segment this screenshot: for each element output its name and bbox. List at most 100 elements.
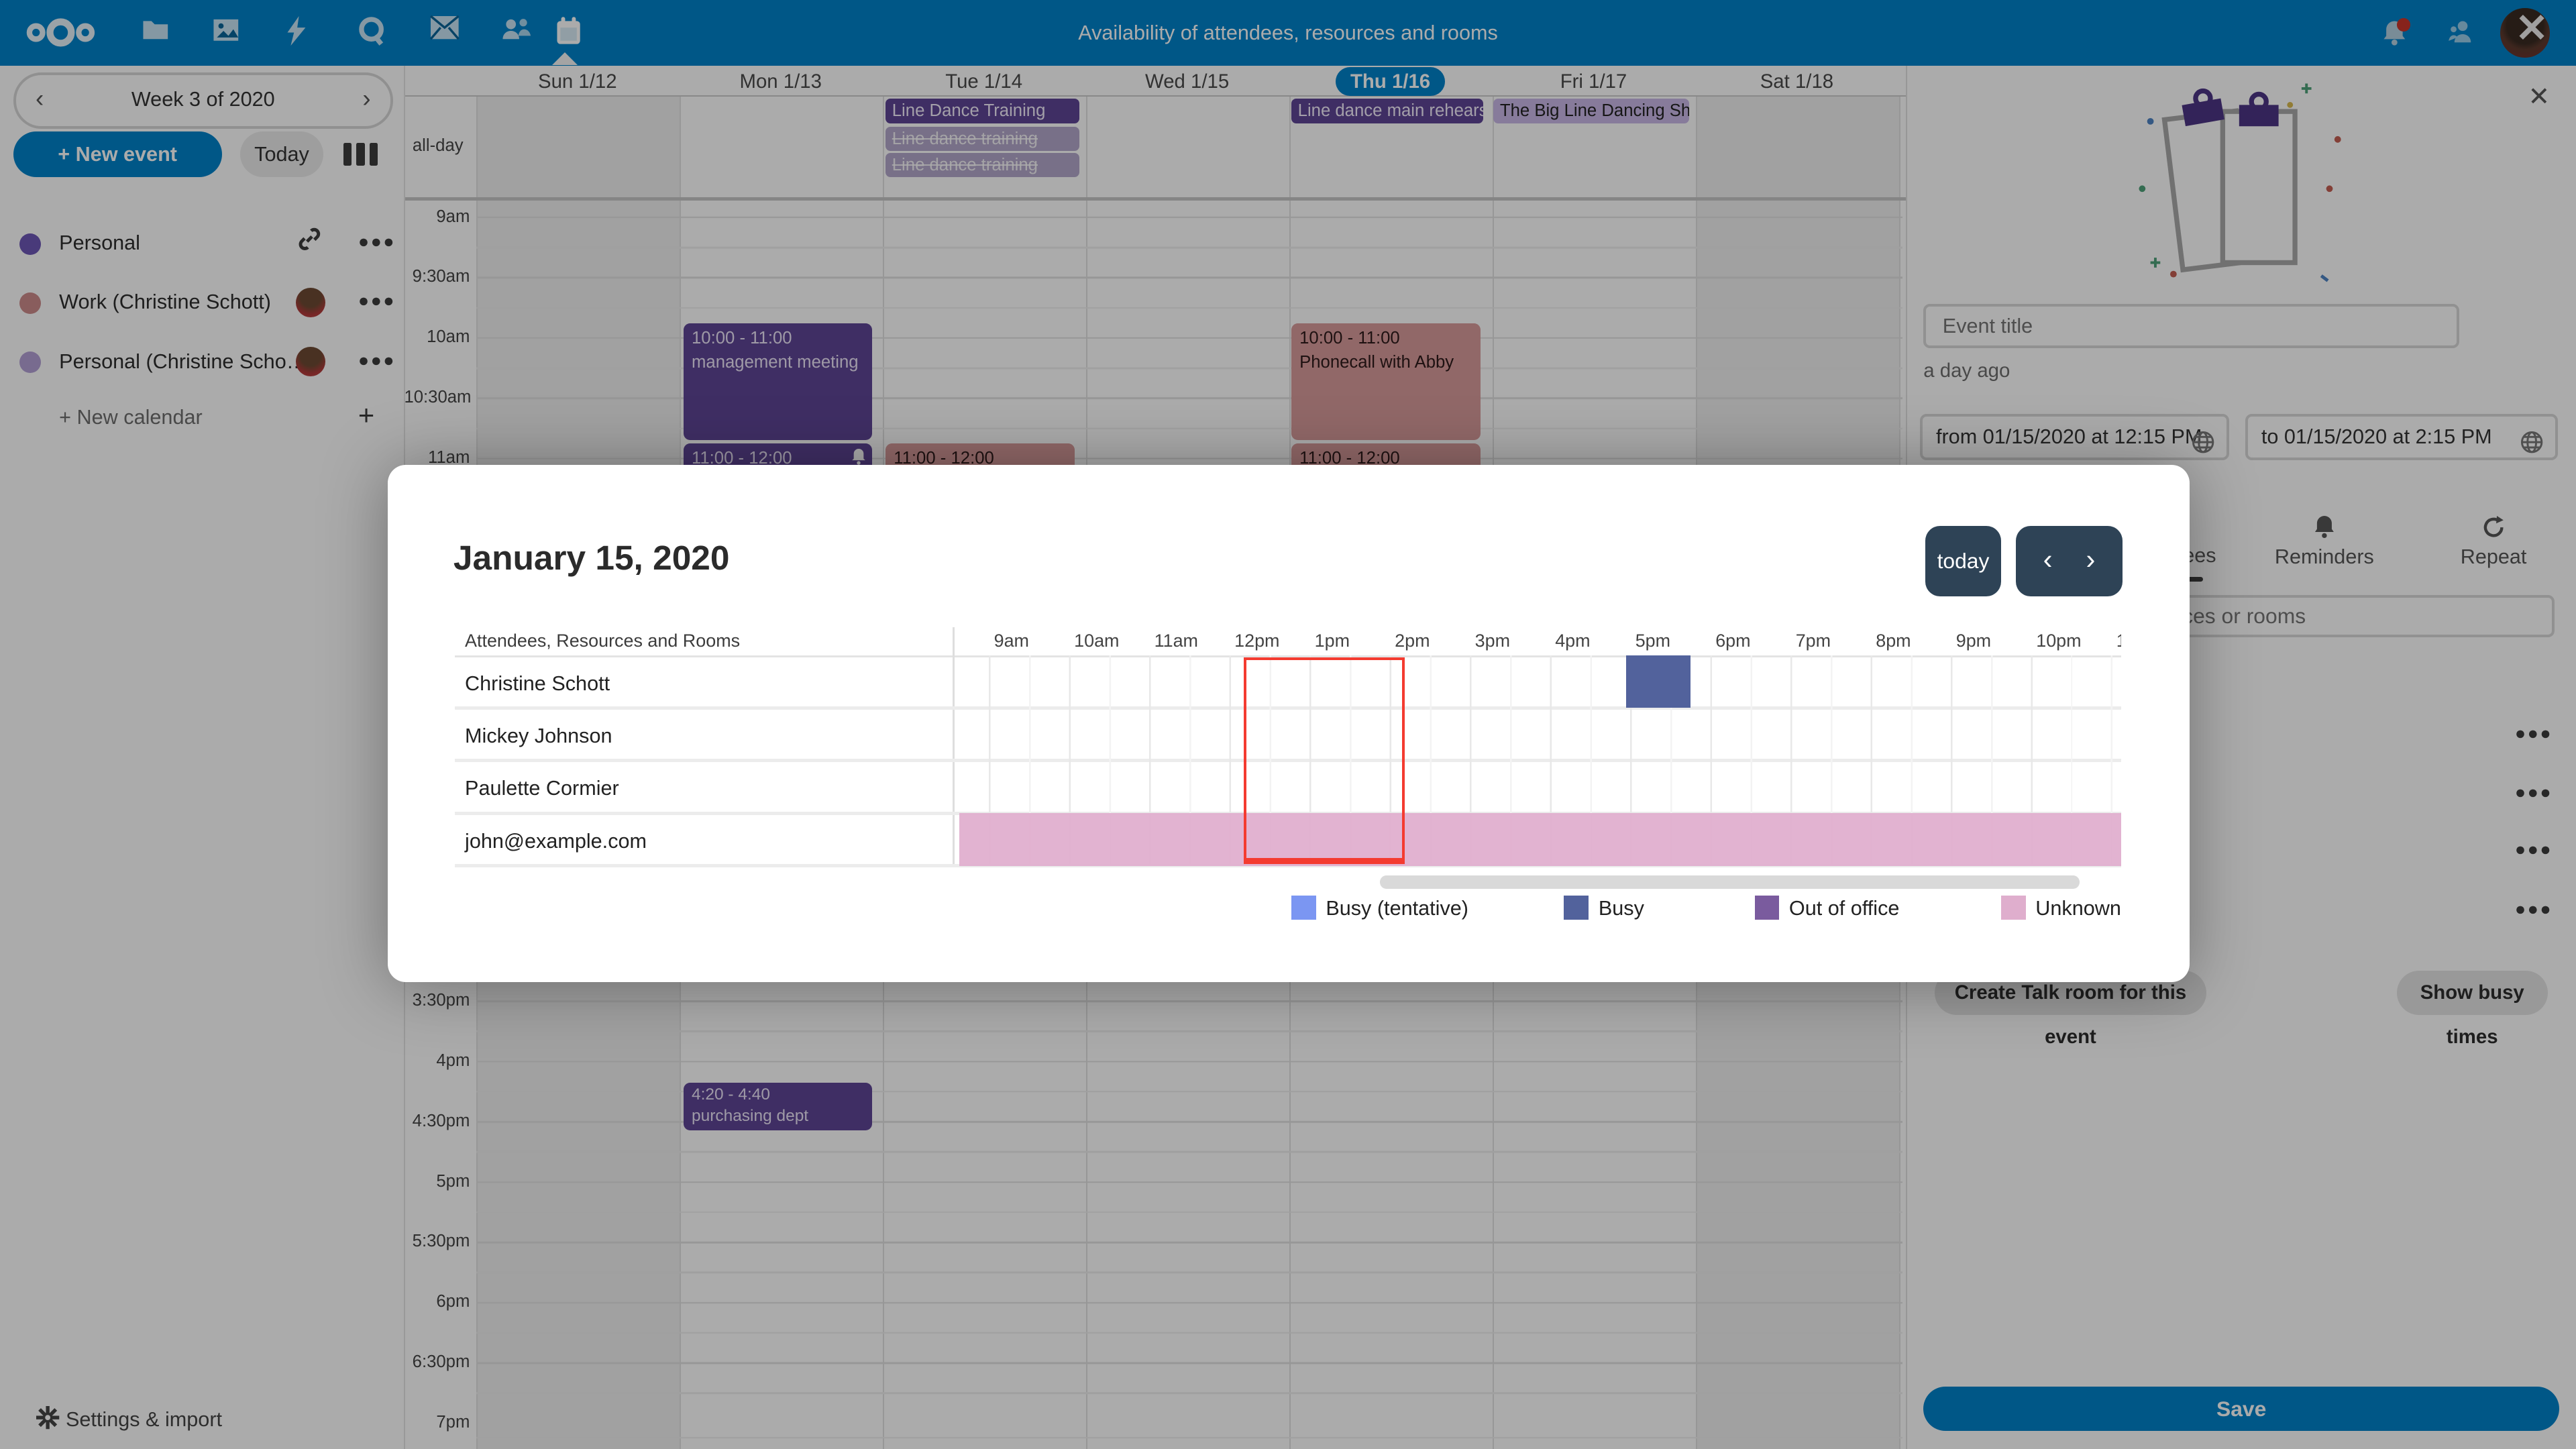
share-link-icon[interactable]	[297, 227, 322, 258]
event-management-meeting[interactable]: 10:00 - 11:00 management meeting	[683, 323, 873, 441]
time-label: 9:30am	[412, 267, 470, 286]
legend-swatch-busy-tentative	[1291, 895, 1316, 920]
time-label: 6pm	[436, 1292, 470, 1311]
contacts-menu-icon[interactable]	[2448, 19, 2481, 52]
legend-label: Out of office	[1788, 897, 1900, 920]
start-datetime-field[interactable]: from 01/15/2020 at 12:15 PM	[1920, 414, 2229, 460]
legend-label: Unknown	[2035, 897, 2121, 920]
tab-repeat[interactable]: Repeat	[2428, 515, 2559, 569]
search-icon[interactable]	[358, 16, 391, 49]
previous-week-icon[interactable]: ‹	[35, 85, 44, 113]
contacts-icon[interactable]	[501, 16, 534, 49]
files-icon[interactable]	[142, 16, 174, 49]
event-purchasing-dept[interactable]: 4:20 - 4:40 purchasing dept	[683, 1082, 873, 1130]
calendar-list-item[interactable]: Personal (Christine Scho…) ●●●	[0, 338, 404, 384]
allday-event-declined[interactable]: Line dance training	[885, 152, 1079, 178]
activity-icon[interactable]	[286, 16, 319, 49]
calendar-actions-menu[interactable]: ●●●	[358, 350, 396, 370]
attendee-actions-menu[interactable]: ●●●	[2514, 839, 2553, 860]
day-header[interactable]: Tue 1/14	[945, 70, 1023, 93]
show-busy-times-button[interactable]: Show busy times	[2396, 971, 2548, 1048]
photos-icon[interactable]	[212, 16, 245, 49]
day-header[interactable]: Sun 1/12	[537, 70, 617, 93]
availability-modal: January 15, 2020 today ‹ › Attendees, Re…	[387, 465, 2190, 983]
selected-timespan-outline	[1243, 657, 1405, 865]
calendar-owner-avatar	[295, 287, 325, 317]
calendar-name: Personal (Christine Scho…)	[59, 350, 314, 373]
today-button[interactable]: Today	[239, 131, 324, 178]
week-label[interactable]: Week 3 of 2020	[131, 88, 275, 111]
close-icon[interactable]: ✕	[2528, 83, 2551, 112]
legend-swatch-out-of-office	[1754, 895, 1780, 920]
day-header[interactable]: Sat 1/18	[1760, 70, 1834, 93]
settings-import-link[interactable]: Settings & import	[65, 1407, 223, 1431]
legend-label: Busy (tentative)	[1326, 897, 1468, 920]
next-day-icon[interactable]: ›	[2086, 543, 2096, 575]
calendar-icon[interactable]	[555, 16, 588, 49]
day-header[interactable]: Fri 1/17	[1560, 70, 1627, 93]
notification-badge	[2397, 17, 2410, 32]
new-calendar-plus-icon[interactable]: +	[358, 399, 375, 431]
attendee-actions-menu[interactable]: ●●●	[2514, 722, 2553, 743]
allday-event-declined[interactable]: Line dance training	[885, 126, 1079, 152]
modal-date-title: January 15, 2020	[453, 537, 730, 577]
mail-icon[interactable]	[429, 15, 464, 49]
left-sidebar: ‹ Week 3 of 2020 › + New event Today Per…	[0, 65, 406, 1449]
legend-label: Busy	[1598, 897, 1644, 920]
calendar-owner-avatar	[295, 346, 325, 376]
end-datetime-field[interactable]: to 01/15/2020 at 2:15 PM	[2245, 414, 2558, 460]
settings-gear-icon[interactable]	[36, 1406, 60, 1436]
availability-timeline[interactable]	[959, 655, 2121, 866]
week-view-toggle-icon[interactable]	[343, 143, 383, 166]
time-label: 11am	[428, 448, 470, 468]
modal-today-button[interactable]: today	[1925, 525, 2001, 596]
allday-event[interactable]: Line Dance Training	[885, 98, 1079, 123]
calendar-list-item[interactable]: Work (Christine Schott) ●●●	[0, 279, 404, 325]
attendee-row-name: Mickey Johnson	[465, 724, 612, 747]
time-label: 10:30am	[404, 388, 472, 407]
time-label: 7pm	[436, 1413, 470, 1432]
attendee-row-name: Christine Schott	[465, 672, 610, 695]
event-illustration	[2137, 83, 2351, 297]
avatar-close-icon: ✕	[2515, 7, 2548, 51]
attendee-row-name: Paulette Cormier	[465, 777, 619, 800]
attendee-actions-menu[interactable]: ●●●	[2514, 782, 2553, 802]
time-label: 4pm	[436, 1051, 470, 1070]
new-event-button[interactable]: + New event	[13, 131, 222, 178]
modal-day-nav: ‹ ›	[2015, 525, 2123, 596]
day-header[interactable]: Mon 1/13	[739, 70, 822, 93]
timezone-globe-icon[interactable]	[2192, 427, 2214, 468]
calendar-color-dot	[19, 352, 42, 373]
allday-divider	[404, 197, 1906, 201]
user-avatar[interactable]	[2500, 8, 2550, 58]
calendar-actions-menu[interactable]: ●●●	[358, 231, 396, 252]
header-divider	[404, 95, 1906, 97]
event-phonecall-abby[interactable]: 10:00 - 11:00 Phonecall with Abby	[1291, 323, 1481, 441]
calendar-name: Work (Christine Schott)	[59, 290, 271, 314]
timeline-horizontal-scrollbar[interactable]	[1380, 875, 2080, 889]
next-week-icon[interactable]: ›	[362, 85, 371, 113]
allday-event-tentative[interactable]: The Big Line Dancing Show	[1493, 98, 1689, 123]
day-header[interactable]: Wed 1/15	[1145, 70, 1230, 93]
calendar-color-dot	[19, 292, 42, 314]
calendar-list-item[interactable]: Personal ●●●	[0, 220, 404, 266]
allday-event[interactable]: Line dance main rehearsal	[1291, 98, 1484, 123]
repeat-icon	[2428, 515, 2559, 545]
previous-day-icon[interactable]: ‹	[2043, 543, 2053, 575]
save-button[interactable]: Save	[1923, 1386, 2560, 1432]
timezone-globe-icon[interactable]	[2520, 427, 2543, 468]
attendee-actions-menu[interactable]: ●●●	[2514, 898, 2553, 919]
day-header-today[interactable]: Thu 1/16	[1289, 67, 1491, 97]
time-label: 9am	[436, 207, 470, 226]
event-title-input[interactable]	[1923, 304, 2459, 349]
active-app-indicator	[551, 52, 578, 66]
nextcloud-logo-icon[interactable]	[26, 16, 95, 49]
calendar-actions-menu[interactable]: ●●●	[358, 290, 396, 311]
new-calendar-button[interactable]: + New calendar	[59, 405, 203, 429]
tab-reminders[interactable]: Reminders	[2259, 515, 2390, 569]
time-label: 5pm	[436, 1171, 470, 1191]
time-label: 10am	[427, 327, 470, 347]
unknown-availability-row	[959, 813, 2121, 866]
last-modified-label: a day ago	[1923, 360, 2010, 382]
